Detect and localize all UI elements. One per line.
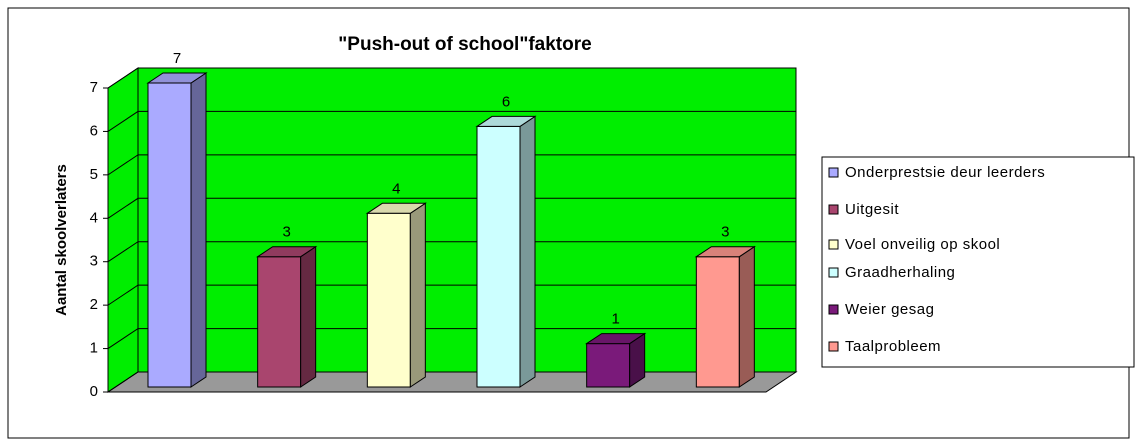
bar-front xyxy=(147,82,192,388)
bar-front xyxy=(366,212,411,388)
floor xyxy=(106,371,798,393)
y-tick-label: 5 xyxy=(90,166,98,183)
bar-top xyxy=(585,333,647,345)
bar-side xyxy=(409,202,426,388)
bar-side xyxy=(300,245,317,388)
legend-label: Weier gesag xyxy=(845,301,934,318)
bar xyxy=(256,245,318,388)
bar-top xyxy=(146,72,208,84)
bar-front xyxy=(695,256,740,388)
chart-title: "Push-out of school"faktore xyxy=(338,34,591,55)
legend-label: Graadherhaling xyxy=(845,264,955,281)
data-label: 3 xyxy=(282,224,290,241)
legend xyxy=(821,156,1135,368)
legend-swatch xyxy=(828,239,839,250)
grid-line xyxy=(107,154,796,176)
bar-side xyxy=(738,245,755,388)
bar-side xyxy=(519,115,536,388)
data-label: 7 xyxy=(173,50,181,67)
bar-top xyxy=(694,246,756,258)
bar xyxy=(146,72,208,388)
grid-line xyxy=(107,328,796,349)
y-axis-label: Aantal skoolverlaters xyxy=(53,164,70,316)
legend-swatch xyxy=(828,341,839,352)
legend-label: Taalprobleem xyxy=(845,338,941,355)
bar-top xyxy=(365,202,427,214)
legend-swatch xyxy=(828,304,839,315)
bar-front xyxy=(257,256,302,388)
y-tick-label: 4 xyxy=(90,209,98,226)
bar-top xyxy=(475,115,537,127)
bar-front xyxy=(586,343,631,388)
side-wall xyxy=(107,67,139,393)
legend-swatch xyxy=(828,204,839,215)
y-tick-label: 2 xyxy=(90,296,98,313)
grid-line xyxy=(107,241,796,263)
y-tick-label: 1 xyxy=(90,340,98,357)
bar xyxy=(694,245,756,388)
bar-front xyxy=(476,125,521,388)
legend-label: Onderprestsie deur leerders xyxy=(845,164,1045,181)
legend-swatch xyxy=(828,267,839,278)
grid-line xyxy=(107,67,796,89)
bar-top xyxy=(256,246,318,258)
bar-side xyxy=(190,72,207,388)
data-label: 3 xyxy=(721,224,729,241)
y-tick-label: 7 xyxy=(90,79,98,96)
legend-swatch xyxy=(828,167,839,178)
y-tick-label: 6 xyxy=(90,122,98,139)
data-label: 6 xyxy=(502,93,510,110)
grid-line xyxy=(107,197,796,219)
bar xyxy=(585,332,647,388)
grid-line xyxy=(107,284,796,306)
grid-line xyxy=(107,110,796,132)
bar xyxy=(365,202,427,388)
y-tick-label: 3 xyxy=(90,253,98,270)
y-tick-label: 0 xyxy=(90,383,98,400)
legend-label: Voel onveilig op skool xyxy=(845,236,1000,253)
data-label: 1 xyxy=(611,311,619,328)
bar xyxy=(475,115,537,388)
grid-line xyxy=(107,371,796,393)
legend-label: Uitgesit xyxy=(845,201,899,218)
data-label: 4 xyxy=(392,180,400,197)
